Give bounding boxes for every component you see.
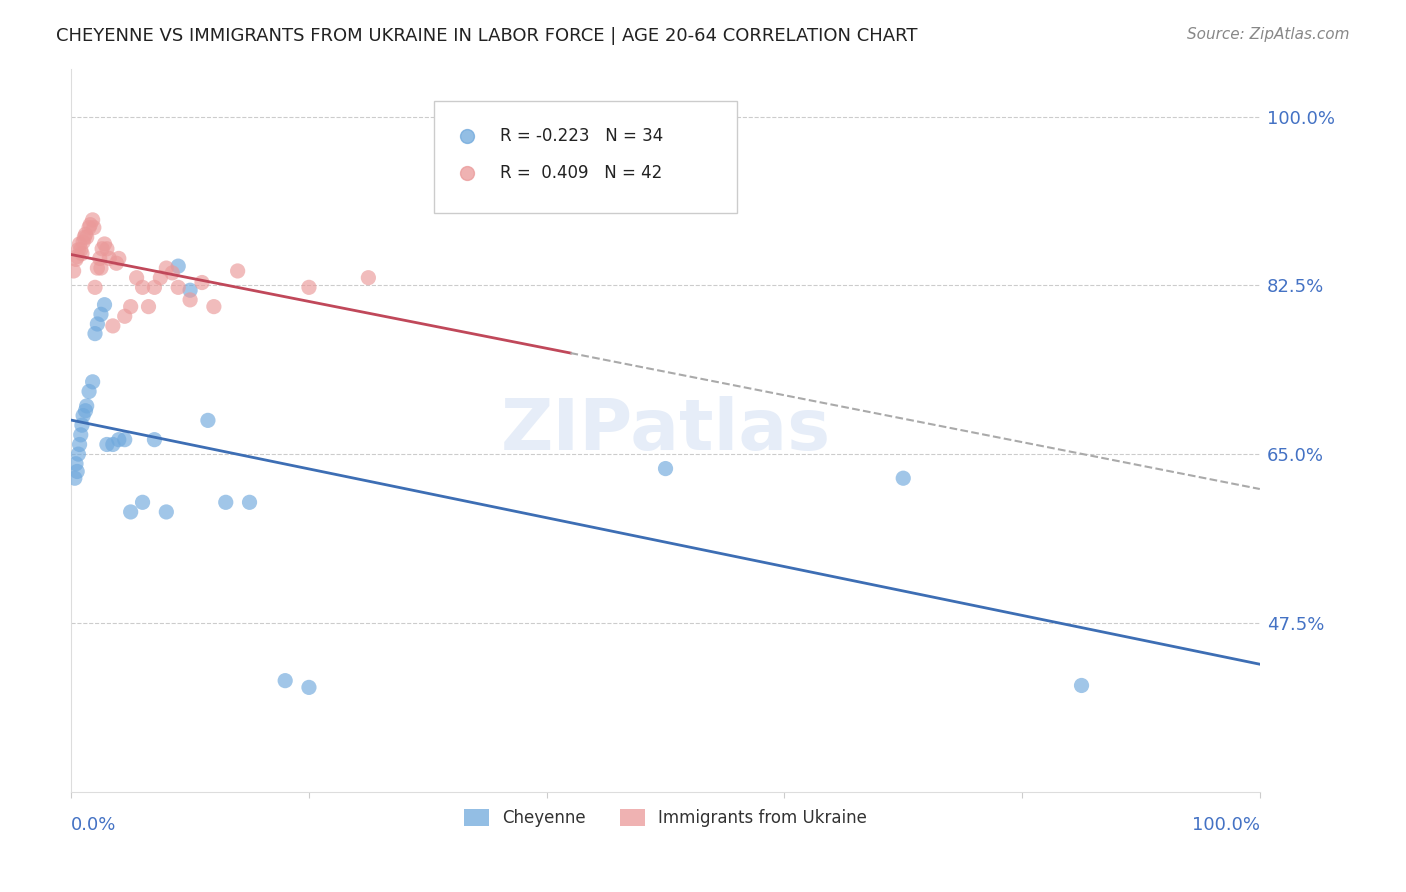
Point (84, 280, 107, 294)
Text: 0.0%: 0.0% (72, 815, 117, 834)
Point (90, 307, 112, 321)
Point (65, 252, 87, 267)
Point (202, 300, 225, 314)
Text: 100.0%: 100.0% (1192, 815, 1260, 834)
Point (66, 465, 89, 479)
Text: R = -0.223   N = 34: R = -0.223 N = 34 (501, 127, 664, 145)
Point (162, 266, 184, 280)
Point (114, 433, 136, 447)
Point (82, 375, 104, 389)
Point (72, 409, 94, 423)
Point (86, 317, 108, 331)
Point (75, 403, 97, 417)
Point (298, 681, 321, 695)
Legend: Cheyenne, Immigrants from Ukraine: Cheyenne, Immigrants from Ukraine (457, 802, 873, 834)
Point (179, 293, 201, 307)
Point (77, 384, 100, 399)
Point (654, 461, 676, 475)
Point (167, 280, 190, 294)
Point (197, 413, 219, 427)
Point (66, 250, 89, 264)
Point (105, 256, 128, 270)
Point (138, 300, 160, 314)
Point (238, 495, 260, 509)
Point (77, 220, 100, 235)
Point (298, 280, 321, 294)
Point (93, 237, 115, 252)
Point (274, 673, 297, 688)
Point (96, 437, 118, 451)
Point (131, 495, 153, 509)
Point (114, 310, 136, 324)
Point (69, 243, 91, 257)
FancyBboxPatch shape (434, 101, 737, 213)
Text: CHEYENNE VS IMMIGRANTS FROM UKRAINE IN LABOR FORCE | AGE 20-64 CORRELATION CHART: CHEYENNE VS IMMIGRANTS FROM UKRAINE IN L… (56, 27, 918, 45)
Point (179, 283, 201, 297)
Point (91, 242, 114, 256)
Point (69, 437, 91, 451)
Point (155, 505, 177, 519)
Point (82, 212, 104, 227)
Point (107, 252, 129, 266)
Point (79, 218, 101, 232)
Point (84, 326, 107, 341)
Point (215, 495, 238, 509)
Point (131, 280, 153, 294)
Point (62, 264, 84, 278)
Point (101, 318, 124, 333)
Point (191, 276, 214, 290)
Point (101, 437, 124, 451)
Point (69, 237, 91, 252)
Point (90, 261, 112, 276)
Point (69, 427, 91, 442)
Point (120, 505, 142, 519)
Point (65, 457, 87, 471)
Point (83, 220, 105, 235)
Point (357, 270, 380, 285)
Point (89, 252, 111, 266)
Point (63, 471, 86, 485)
Point (143, 433, 166, 447)
Point (86, 261, 108, 276)
Point (1070, 678, 1092, 692)
Text: Source: ZipAtlas.com: Source: ZipAtlas.com (1187, 27, 1350, 42)
Point (96, 242, 118, 256)
Point (120, 300, 142, 314)
Point (155, 261, 177, 276)
Point (107, 433, 129, 447)
Text: ZIPatlas: ZIPatlas (501, 395, 831, 465)
Point (167, 259, 190, 273)
Point (891, 471, 914, 485)
Point (67, 243, 90, 257)
Point (70, 418, 93, 433)
Point (75, 227, 97, 242)
Point (73, 230, 96, 244)
Point (72, 235, 94, 249)
Point (70, 246, 93, 260)
Point (143, 280, 166, 294)
Text: R =  0.409   N = 42: R = 0.409 N = 42 (501, 164, 662, 182)
Point (149, 270, 172, 285)
Point (76, 399, 98, 413)
Point (67, 447, 90, 461)
Point (125, 270, 148, 285)
Point (93, 298, 115, 312)
Point (76, 230, 98, 244)
Point (226, 264, 249, 278)
Point (98, 252, 121, 266)
